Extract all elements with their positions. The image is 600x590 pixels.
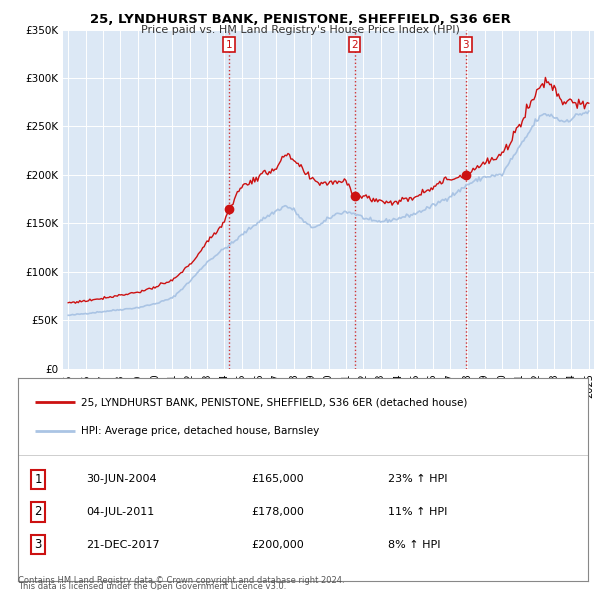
Text: 04-JUL-2011: 04-JUL-2011	[86, 507, 155, 517]
Text: Price paid vs. HM Land Registry's House Price Index (HPI): Price paid vs. HM Land Registry's House …	[140, 25, 460, 35]
Text: 1: 1	[34, 473, 42, 486]
Text: 2: 2	[34, 506, 42, 519]
Text: 11% ↑ HPI: 11% ↑ HPI	[389, 507, 448, 517]
Text: 2: 2	[351, 40, 358, 50]
Text: 3: 3	[34, 538, 41, 551]
Text: 25, LYNDHURST BANK, PENISTONE, SHEFFIELD, S36 6ER: 25, LYNDHURST BANK, PENISTONE, SHEFFIELD…	[89, 13, 511, 26]
Text: £200,000: £200,000	[252, 539, 304, 549]
Text: 3: 3	[463, 40, 469, 50]
Text: Contains HM Land Registry data © Crown copyright and database right 2024.: Contains HM Land Registry data © Crown c…	[18, 576, 344, 585]
Text: HPI: Average price, detached house, Barnsley: HPI: Average price, detached house, Barn…	[80, 425, 319, 435]
Text: £178,000: £178,000	[252, 507, 305, 517]
Text: £165,000: £165,000	[252, 474, 304, 484]
Text: 21-DEC-2017: 21-DEC-2017	[86, 539, 160, 549]
Text: 25, LYNDHURST BANK, PENISTONE, SHEFFIELD, S36 6ER (detached house): 25, LYNDHURST BANK, PENISTONE, SHEFFIELD…	[80, 397, 467, 407]
Text: 8% ↑ HPI: 8% ↑ HPI	[389, 539, 441, 549]
Text: 23% ↑ HPI: 23% ↑ HPI	[389, 474, 448, 484]
Text: 1: 1	[226, 40, 232, 50]
Text: This data is licensed under the Open Government Licence v3.0.: This data is licensed under the Open Gov…	[18, 582, 286, 590]
Text: 30-JUN-2004: 30-JUN-2004	[86, 474, 157, 484]
